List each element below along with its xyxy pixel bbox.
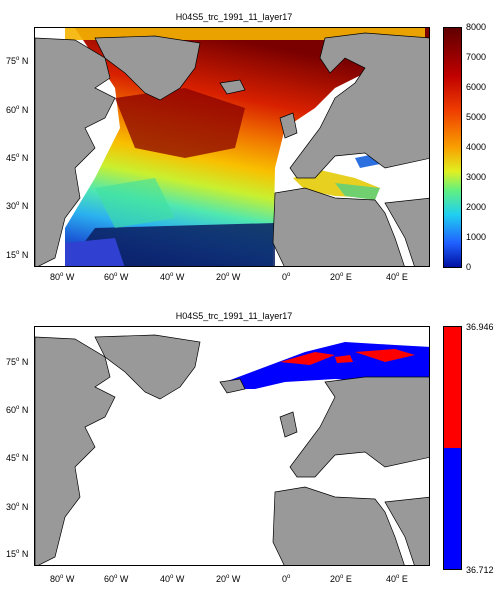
arabia-bottom <box>384 496 429 565</box>
colorbar-top-tick-1000: 1000 <box>466 232 487 242</box>
lon-tick-bottom-80w: 80o W <box>50 574 75 584</box>
lon-tick-bottom-40w: 40o W <box>160 574 185 584</box>
lat-tick-bottom-60: 60o N <box>6 405 29 415</box>
lon-tick-top-60w: 60o W <box>104 272 129 282</box>
colorbar-bottom-max: 36.946 <box>466 322 494 332</box>
arabia-top <box>384 197 429 266</box>
uk-top <box>279 112 298 139</box>
lon-tick-top-20e: 20o E <box>330 272 352 282</box>
lon-tick-bottom-20e: 20o E <box>330 574 352 584</box>
lon-tick-top-40e: 40o E <box>386 272 408 282</box>
colorbar-top-tick-3000: 3000 <box>466 172 487 182</box>
colorbar-top-tick-6000: 6000 <box>466 82 487 92</box>
lon-tick-top-40w: 40o W <box>160 272 185 282</box>
lat-tick-top-30: 30o N <box>6 201 29 211</box>
north-america-bottom <box>35 336 116 565</box>
iceland-bottom <box>219 378 246 394</box>
colorbar-top-tick-7000: 7000 <box>466 52 487 62</box>
colorbar-bottom-upper <box>444 327 461 448</box>
colorbar-top-tick-0: 0 <box>466 262 472 272</box>
lat-tick-bottom-45: 45o N <box>6 453 29 463</box>
map-panel-top <box>34 27 430 267</box>
map-panel-bottom <box>34 326 430 566</box>
greenland-top <box>94 35 201 101</box>
lat-tick-bottom-30: 30o N <box>6 502 29 512</box>
colorbar-bottom <box>443 326 462 570</box>
map-svg-bottom <box>35 334 429 565</box>
colorbar-bottom-lower <box>444 448 461 569</box>
colorbar-top <box>443 27 462 268</box>
map-svg-top <box>35 28 429 266</box>
land-bottom <box>35 334 429 565</box>
iceland-top <box>219 79 246 95</box>
north-america-top <box>35 37 116 266</box>
lon-tick-bottom-40e: 40o E <box>386 574 408 584</box>
lon-tick-top-0: 0o <box>282 272 291 282</box>
map-title-bottom: H04S5_trc_1991_11_layer17 <box>175 311 293 321</box>
africa-top <box>272 187 405 266</box>
colorbar-top-tick-2000: 2000 <box>466 202 487 212</box>
lon-tick-bottom-20w: 20o W <box>216 574 241 584</box>
lat-tick-top-15: 15o N <box>6 250 29 260</box>
lat-tick-top-45: 45o N <box>6 153 29 163</box>
colorbar-top-tick-8000: 8000 <box>466 22 487 32</box>
lat-tick-top-60: 60o N <box>6 105 29 115</box>
europe-top <box>289 32 429 179</box>
africa-bottom <box>272 486 405 565</box>
colorbar-top-tick-4000: 4000 <box>466 142 487 152</box>
land-top <box>35 32 429 266</box>
lon-tick-bottom-0: 0o <box>282 574 291 584</box>
lon-tick-top-20w: 20o W <box>216 272 241 282</box>
lon-tick-bottom-60w: 60o W <box>104 574 129 584</box>
lat-tick-top-75: 75o N <box>6 56 29 66</box>
lon-tick-top-80w: 80o W <box>50 272 75 282</box>
lat-tick-bottom-15: 15o N <box>6 549 29 559</box>
colorbar-bottom-min: 36.712 <box>466 565 494 575</box>
map-title-top: H04S5_trc_1991_11_layer17 <box>175 12 293 22</box>
europe-bottom <box>289 376 429 478</box>
greenland-bottom <box>94 334 201 400</box>
uk-bottom <box>279 411 298 438</box>
colorbar-top-tick-5000: 5000 <box>466 112 487 122</box>
lat-tick-bottom-75: 75o N <box>6 357 29 367</box>
